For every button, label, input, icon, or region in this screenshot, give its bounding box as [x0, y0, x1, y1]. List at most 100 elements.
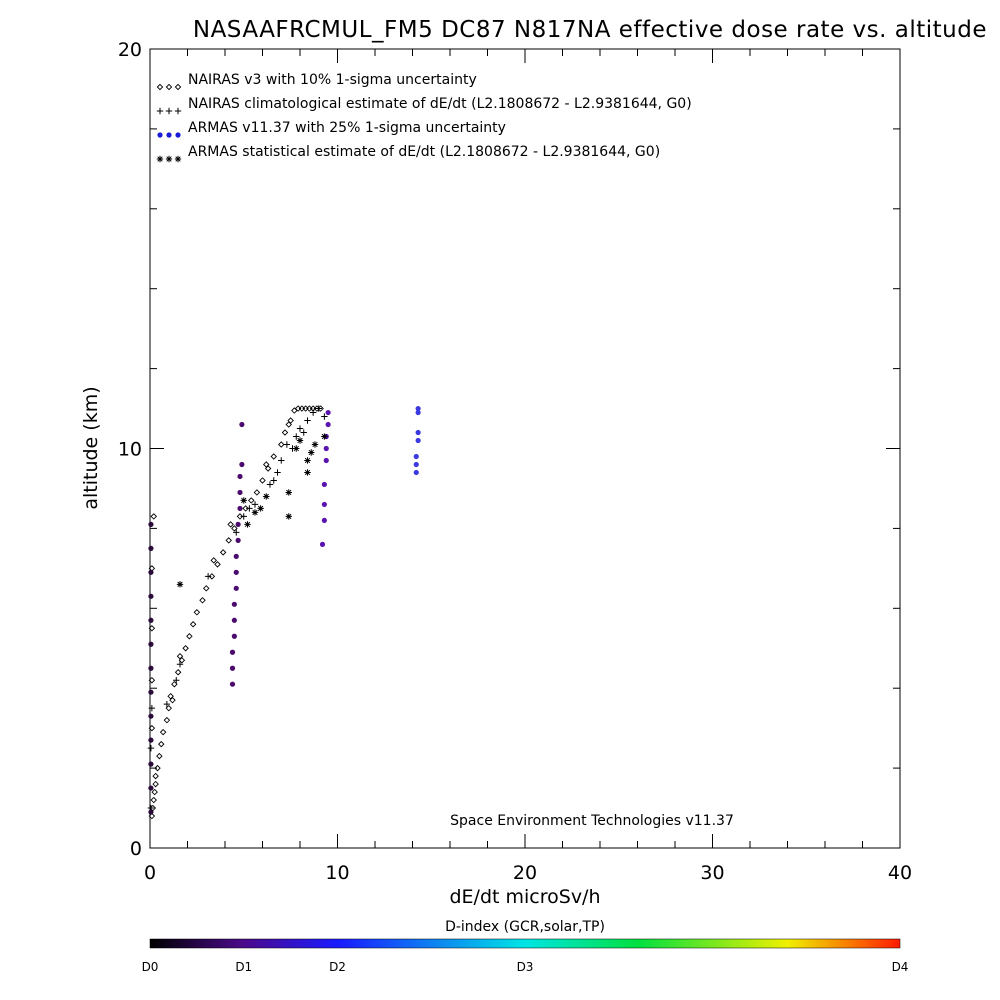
data-point-plus [148, 704, 156, 712]
legend-symbol-plus [156, 107, 164, 115]
chart-title: NASAAFRCMUL_FM5 DC87 N817NA effective do… [193, 17, 987, 43]
data-point-plus [278, 457, 285, 464]
data-point-dot [319, 541, 326, 547]
legend-symbol-plus [165, 107, 173, 115]
data-point-dot [148, 545, 154, 551]
y-tick-label: 20 [118, 39, 142, 61]
data-point-diamond [208, 573, 216, 580]
data-point-asterisk [296, 437, 304, 444]
data-point-asterisk [244, 521, 251, 528]
legend-symbol-asterisk [165, 155, 173, 163]
colorbar-labels: D0 D1 D2 D3 D4 [142, 960, 909, 974]
legend-label: NAIRAS v3 with 10% 1-sigma uncertainty [188, 72, 477, 88]
data-point-plus [321, 413, 328, 420]
data-point-dot [148, 713, 154, 719]
data-point-dot [231, 617, 237, 623]
legend-label: ARMAS v11.37 with 25% 1-sigma uncertaint… [188, 120, 506, 136]
data-point-dot [233, 569, 239, 575]
legend-symbol-dot [157, 132, 163, 138]
data-point-dot [148, 593, 154, 599]
data-point-diamond [203, 585, 210, 592]
y-axis-label: altitude (km) [80, 386, 102, 509]
data-point-plus [173, 677, 180, 684]
data-point-diamond [148, 676, 156, 684]
data-point-dot [148, 785, 154, 791]
colorbar-label: D3 [517, 960, 534, 974]
colorbar-title: D-index (GCR,solar,TP) [445, 919, 605, 935]
data-point-plus [296, 425, 304, 432]
data-point-asterisk [257, 505, 264, 512]
legend-symbol-dot [175, 132, 181, 138]
data-point-plus [309, 409, 317, 416]
data-point-asterisk [311, 441, 319, 448]
data-point-dot [148, 665, 154, 671]
legend-label: ARMAS statistical estimate of dE/dt (L2.… [188, 144, 660, 160]
data-point-diamond [287, 417, 294, 424]
data-point-plus [315, 405, 322, 412]
data-point-asterisk [263, 493, 270, 500]
data-point-plus [283, 441, 291, 448]
data-point-dot [231, 633, 237, 639]
data-point-diamond [285, 421, 292, 428]
data-point-asterisk [240, 497, 247, 504]
data-point-diamond [169, 696, 176, 704]
data-point-dot [415, 429, 421, 436]
data-point-dot [321, 481, 327, 488]
data-point-diamond [163, 716, 171, 724]
data-point-diamond [302, 405, 309, 412]
data-point-asterisk [285, 513, 292, 520]
data-point-diamond [199, 597, 206, 604]
data-point-plus [176, 661, 184, 668]
data-point-diamond [281, 429, 289, 436]
data-point-dot [323, 445, 329, 452]
data-point-diamond [156, 752, 163, 760]
data-point-dot [148, 569, 154, 575]
data-point-diamond [236, 513, 244, 520]
data-point-plus [163, 700, 171, 708]
legend-label: NAIRAS climatological estimate of dE/dt … [188, 96, 692, 112]
data-point-dot [148, 689, 154, 695]
data-point-diamond [174, 668, 182, 676]
legend-symbol-diamond [165, 83, 173, 91]
legend-symbol-dot [166, 132, 172, 138]
data-point-diamond [242, 505, 249, 512]
series-diamond [148, 405, 324, 820]
x-axis-label: dE/dt microSv/h [449, 886, 600, 908]
legend-symbol-asterisk [174, 155, 182, 163]
data-point-plus [240, 513, 247, 520]
data-point-diamond [306, 405, 313, 412]
data-point-diamond [158, 740, 165, 748]
data-point-dot [413, 469, 419, 476]
data-point-dot [229, 681, 236, 687]
series-asterisk [176, 433, 328, 588]
data-point-diamond [264, 465, 272, 472]
colorbar-label: D2 [329, 960, 346, 974]
legend-symbol-diamond [174, 83, 182, 91]
x-tick-label: 20 [513, 862, 537, 884]
data-point-diamond [225, 537, 232, 544]
data-point-plus [274, 469, 281, 476]
data-point-plus [293, 433, 300, 440]
data-point-dot [148, 737, 154, 743]
data-point-dot [229, 665, 236, 671]
footer-note: Space Environment Technologies v11.37 [450, 813, 734, 829]
data-point-asterisk [293, 445, 300, 452]
data-point-asterisk [321, 433, 328, 440]
data-point-dot [148, 641, 154, 647]
data-point-dot [148, 521, 154, 528]
data-point-diamond [150, 513, 157, 520]
data-point-dot [148, 761, 154, 767]
data-point-diamond [159, 728, 167, 736]
data-point-asterisk [308, 449, 315, 456]
legend-symbol-diamond [156, 83, 164, 91]
data-point-diamond [231, 525, 238, 532]
x-tick-label: 40 [888, 862, 912, 884]
data-point-diamond [278, 441, 285, 448]
data-point-dot [413, 461, 419, 468]
data-point-diamond [150, 796, 157, 804]
data-point-dot [325, 421, 331, 428]
data-point-dot [231, 601, 237, 607]
data-point-diamond [152, 772, 159, 780]
x-tick-label: 10 [325, 862, 349, 884]
